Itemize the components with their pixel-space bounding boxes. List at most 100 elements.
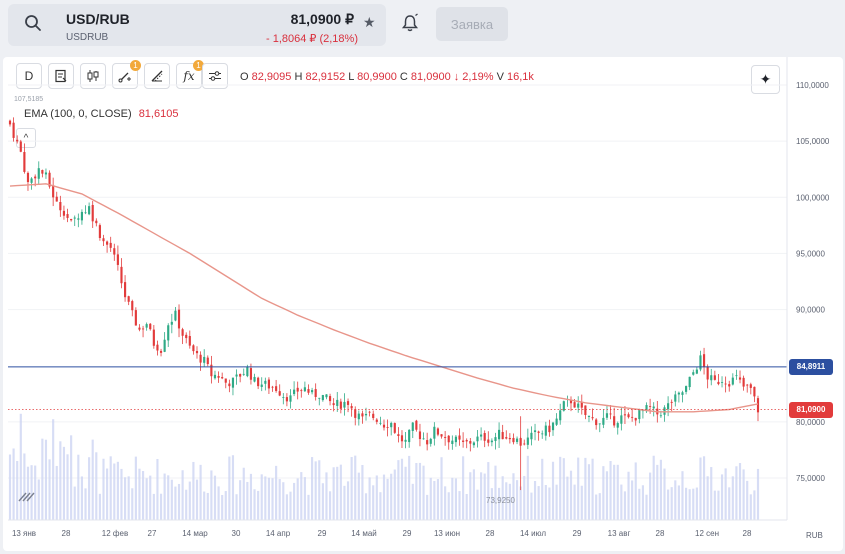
volume-bar	[145, 478, 148, 520]
y-tick-label: 90,0000	[796, 306, 825, 315]
candle	[620, 415, 623, 424]
volume-bar	[447, 492, 450, 520]
candle	[339, 401, 342, 409]
volume-bar	[52, 419, 55, 520]
volume-bar	[623, 491, 627, 520]
candle	[699, 355, 702, 370]
candle	[310, 390, 314, 393]
volume-bar	[724, 468, 727, 520]
candle	[440, 434, 443, 437]
volume-bar	[127, 476, 130, 520]
candle	[526, 437, 529, 445]
candle	[66, 214, 69, 218]
volume-bar	[713, 490, 716, 520]
sparkle-icon: ✦	[759, 71, 772, 87]
volume-bar	[325, 472, 328, 520]
candle	[253, 376, 256, 382]
candle	[627, 414, 630, 418]
search-icon[interactable]	[24, 14, 42, 32]
low-value: 80,9900	[357, 71, 397, 83]
volume-bar	[141, 471, 145, 520]
candle	[735, 375, 738, 377]
indicators-count-badge: 1	[130, 60, 141, 71]
volume-bar	[677, 485, 680, 520]
candle	[314, 389, 317, 397]
trend-line-add-icon	[118, 72, 131, 83]
candle	[375, 419, 378, 422]
candle	[746, 384, 749, 386]
candle	[271, 386, 274, 388]
volume-bar	[88, 457, 91, 520]
x-tick-label: 12 сен	[695, 529, 719, 538]
open-label: O	[240, 71, 249, 83]
candle	[490, 440, 493, 443]
interval-label: D	[24, 69, 34, 83]
candle	[102, 238, 105, 242]
volume-bar	[339, 464, 342, 520]
volume-bar	[66, 454, 69, 520]
candle	[134, 310, 137, 326]
volume-bar	[530, 492, 533, 520]
symbol-ticker: USDRUB	[66, 32, 109, 43]
candle	[551, 422, 555, 431]
candle	[677, 392, 680, 395]
volume-bar	[645, 494, 648, 520]
candle	[23, 152, 26, 172]
volume-bar	[451, 477, 454, 520]
x-axis: 13 янв 28 12 фев 27 14 мар 30 14 апр 29 14 май 29…	[8, 519, 787, 538]
candle	[156, 344, 159, 351]
symbol-search-box[interactable]: USD/RUB USDRUB 81,0900 ₽ - 1,8064 ₽ (2,1…	[8, 4, 386, 46]
candle	[444, 436, 447, 438]
candle	[275, 386, 278, 391]
volume-bar	[174, 486, 177, 520]
candle	[515, 438, 519, 442]
candle	[91, 204, 94, 222]
last-price-tag: 81,0900	[789, 401, 833, 418]
alert-bell-icon[interactable]	[400, 13, 420, 33]
volume-bar	[84, 488, 87, 520]
order-button[interactable]: Заявка	[436, 7, 508, 41]
y-tick-label: 80,0000	[796, 418, 825, 427]
volume-bar	[332, 467, 335, 520]
volume-bar	[429, 477, 432, 520]
volume-bar	[695, 487, 698, 520]
volume-bar	[16, 461, 19, 520]
candle	[390, 422, 393, 428]
volume-bar	[505, 482, 508, 520]
candle	[631, 416, 634, 418]
candle	[19, 141, 22, 152]
sliders-icon	[209, 71, 221, 81]
candle	[361, 413, 364, 417]
candle	[188, 336, 191, 346]
candle	[343, 401, 346, 408]
volume-label: V	[496, 71, 504, 83]
horizontal-line-price-tag[interactable]: 84,8911	[789, 358, 833, 375]
candle	[393, 423, 396, 433]
candle	[372, 413, 375, 419]
volume-bar	[595, 494, 598, 520]
candle	[436, 428, 440, 435]
ai-sparkle-button[interactable]: ✦	[751, 65, 780, 94]
candle	[548, 425, 551, 433]
candle	[149, 323, 152, 330]
ema-name: EMA	[24, 108, 48, 120]
x-tick-label: 13 авг	[608, 529, 631, 538]
volume-bar	[483, 473, 486, 520]
volume-bar	[616, 464, 619, 520]
volume-bar	[544, 485, 547, 520]
favorite-star-icon[interactable]: ★	[363, 14, 376, 30]
candle	[48, 172, 51, 187]
candle	[731, 377, 734, 385]
high-value: 82,9152	[305, 71, 346, 83]
ema-legend[interactable]: EMA (100, 0, CLOSE) 81,6105	[24, 108, 178, 120]
volume-bar	[300, 472, 303, 520]
document-chart-icon	[55, 69, 67, 83]
volume-bar	[41, 438, 44, 520]
x-tick-label: 27	[148, 529, 157, 538]
candle	[587, 415, 591, 417]
x-tick-label: 13 июн	[434, 529, 460, 538]
candle	[62, 210, 66, 216]
x-tick-label: 28	[656, 529, 665, 538]
x-tick-label: 14 апр	[266, 529, 291, 538]
